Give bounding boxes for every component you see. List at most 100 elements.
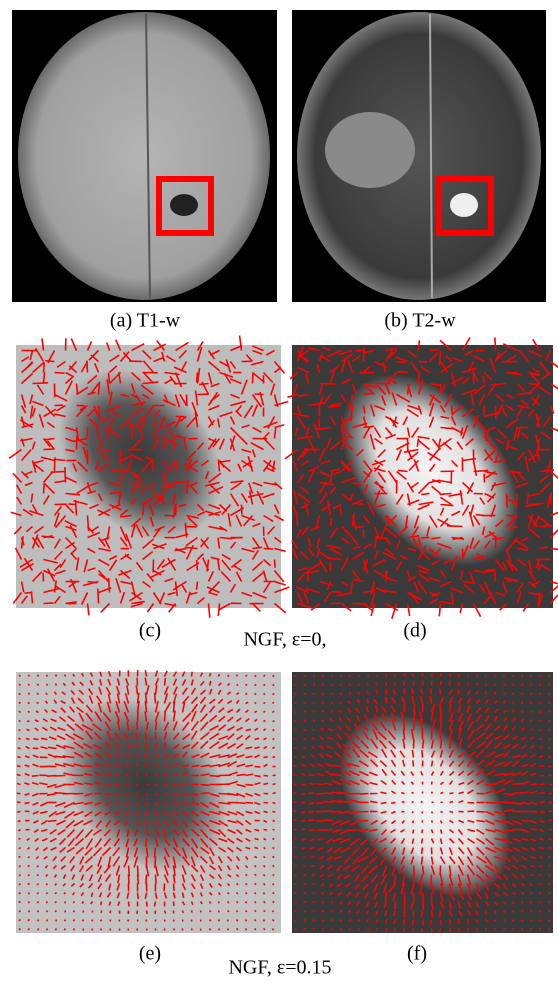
arrow <box>255 902 256 903</box>
arrow <box>128 920 129 922</box>
arrow <box>295 712 297 713</box>
arrow <box>183 911 184 914</box>
arrow <box>431 689 432 695</box>
arrow <box>531 866 535 867</box>
arrow <box>468 929 469 931</box>
arrow <box>295 721 297 722</box>
arrow <box>174 884 175 891</box>
arrow <box>295 875 296 876</box>
arrow <box>322 711 323 713</box>
arrow <box>301 794 305 795</box>
arrow <box>413 760 414 766</box>
arrow <box>138 711 139 721</box>
arrow <box>210 920 211 922</box>
arrow <box>237 884 239 885</box>
arrow <box>47 920 48 922</box>
arrow <box>192 765 200 766</box>
arrow <box>331 702 332 703</box>
arrow <box>304 739 306 740</box>
arrow <box>73 929 74 931</box>
arrow <box>304 875 306 876</box>
arrow <box>137 812 138 816</box>
arrow <box>37 675 38 677</box>
arrow <box>273 675 275 676</box>
arrow <box>37 693 39 694</box>
arrow <box>255 911 257 912</box>
arrow <box>447 526 463 527</box>
arrow <box>73 911 74 913</box>
arrow <box>255 685 257 686</box>
arrow <box>255 703 257 704</box>
arrow <box>304 730 306 731</box>
arrow <box>359 821 368 822</box>
arrow <box>264 902 266 903</box>
arrow <box>228 902 229 903</box>
arrow <box>192 911 193 913</box>
arrow <box>55 911 56 912</box>
arrow <box>154 902 155 907</box>
arrow <box>295 684 297 685</box>
arrow <box>304 884 305 885</box>
arrow <box>264 702 266 703</box>
arrow <box>412 674 413 677</box>
arrow <box>322 893 323 895</box>
arrow <box>302 848 305 849</box>
arrow <box>28 920 30 921</box>
arrow <box>55 902 57 903</box>
arrow <box>504 920 505 922</box>
arrow <box>430 349 440 350</box>
arrow <box>421 494 429 495</box>
arrow <box>313 711 314 713</box>
arrow <box>414 719 415 731</box>
arrow <box>309 793 315 794</box>
arrow <box>47 929 48 931</box>
arrow <box>495 572 496 581</box>
arrow <box>477 911 478 916</box>
arrow <box>331 518 332 527</box>
arrow <box>246 884 248 885</box>
arrow <box>38 929 39 931</box>
arrow <box>313 693 314 694</box>
arrow <box>273 866 275 867</box>
arrow <box>273 920 274 921</box>
arrow <box>340 684 341 685</box>
arrow <box>422 830 423 834</box>
arrow <box>432 781 433 784</box>
arrow <box>477 821 485 822</box>
arrow <box>46 675 47 677</box>
arrow <box>320 384 336 385</box>
arrow <box>295 757 297 758</box>
arrow <box>304 929 306 930</box>
arrow <box>340 929 341 930</box>
arrow <box>540 884 542 885</box>
arrow <box>441 812 443 813</box>
arrow <box>65 467 66 482</box>
arrow <box>246 929 247 931</box>
arrow <box>540 911 541 912</box>
arrow <box>450 812 454 813</box>
arrow <box>18 821 21 822</box>
arrow <box>422 848 423 855</box>
arrow <box>295 929 296 930</box>
arrow <box>264 875 265 877</box>
arrow <box>237 774 246 775</box>
arrow <box>540 875 542 876</box>
arrow <box>264 911 266 912</box>
arrow <box>264 720 266 721</box>
arrow <box>304 920 306 921</box>
arrow <box>549 893 551 894</box>
arrow <box>273 893 275 894</box>
arrow <box>331 911 333 912</box>
arrow <box>412 920 413 925</box>
arrow <box>531 711 532 712</box>
arrow <box>19 866 20 868</box>
arrow <box>450 704 451 712</box>
arrow <box>145 893 146 899</box>
arrow <box>55 683 56 685</box>
lesion <box>450 193 478 217</box>
arrow <box>28 893 29 895</box>
arrow <box>295 702 297 703</box>
arrow <box>19 929 20 930</box>
arrow <box>156 794 157 796</box>
arrow <box>108 373 109 384</box>
